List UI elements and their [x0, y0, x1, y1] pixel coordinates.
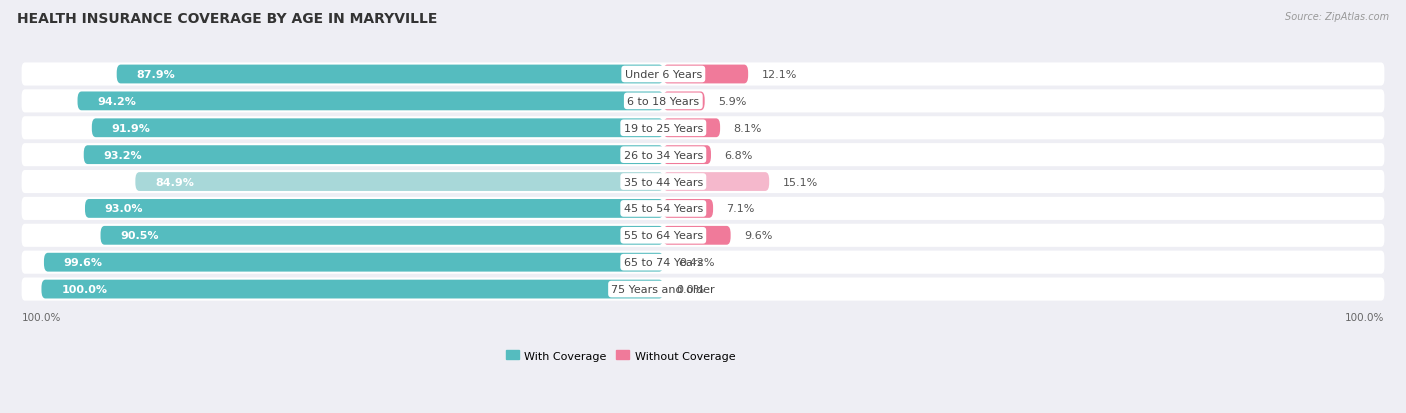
Text: Source: ZipAtlas.com: Source: ZipAtlas.com	[1285, 12, 1389, 22]
FancyBboxPatch shape	[21, 63, 1385, 86]
Text: 93.0%: 93.0%	[105, 204, 143, 214]
FancyBboxPatch shape	[117, 65, 664, 84]
Text: 6.8%: 6.8%	[724, 150, 752, 160]
FancyBboxPatch shape	[664, 199, 713, 218]
FancyBboxPatch shape	[84, 199, 664, 218]
FancyBboxPatch shape	[44, 253, 664, 272]
Legend: With Coverage, Without Coverage: With Coverage, Without Coverage	[501, 346, 740, 365]
Text: 84.9%: 84.9%	[155, 177, 194, 187]
Text: 5.9%: 5.9%	[718, 97, 747, 107]
Text: 7.1%: 7.1%	[727, 204, 755, 214]
Text: 55 to 64 Years: 55 to 64 Years	[624, 231, 703, 241]
FancyBboxPatch shape	[41, 280, 664, 299]
Text: 26 to 34 Years: 26 to 34 Years	[624, 150, 703, 160]
Text: 0.42%: 0.42%	[679, 258, 716, 268]
FancyBboxPatch shape	[664, 119, 720, 138]
Text: 12.1%: 12.1%	[762, 70, 797, 80]
FancyBboxPatch shape	[664, 92, 704, 111]
Text: 100.0%: 100.0%	[62, 285, 107, 294]
Text: 90.5%: 90.5%	[121, 231, 159, 241]
Text: 9.6%: 9.6%	[744, 231, 772, 241]
Text: 91.9%: 91.9%	[111, 123, 150, 133]
FancyBboxPatch shape	[21, 144, 1385, 167]
FancyBboxPatch shape	[664, 226, 731, 245]
Text: 93.2%: 93.2%	[104, 150, 142, 160]
Text: 19 to 25 Years: 19 to 25 Years	[624, 123, 703, 133]
FancyBboxPatch shape	[101, 226, 664, 245]
Text: 6 to 18 Years: 6 to 18 Years	[627, 97, 699, 107]
Text: 99.6%: 99.6%	[63, 258, 103, 268]
Text: 75 Years and older: 75 Years and older	[612, 285, 716, 294]
FancyBboxPatch shape	[77, 92, 664, 111]
Text: 65 to 74 Years: 65 to 74 Years	[624, 258, 703, 268]
FancyBboxPatch shape	[21, 278, 1385, 301]
FancyBboxPatch shape	[21, 251, 1385, 274]
Text: 15.1%: 15.1%	[782, 177, 818, 187]
Text: Under 6 Years: Under 6 Years	[624, 70, 702, 80]
FancyBboxPatch shape	[664, 173, 769, 192]
Text: 35 to 44 Years: 35 to 44 Years	[624, 177, 703, 187]
FancyBboxPatch shape	[664, 146, 711, 165]
Text: 45 to 54 Years: 45 to 54 Years	[624, 204, 703, 214]
Text: 100.0%: 100.0%	[21, 312, 60, 322]
FancyBboxPatch shape	[21, 90, 1385, 113]
Text: 0.0%: 0.0%	[676, 285, 704, 294]
FancyBboxPatch shape	[21, 117, 1385, 140]
Text: 8.1%: 8.1%	[734, 123, 762, 133]
FancyBboxPatch shape	[21, 224, 1385, 247]
Text: 94.2%: 94.2%	[97, 97, 136, 107]
FancyBboxPatch shape	[664, 65, 748, 84]
FancyBboxPatch shape	[21, 171, 1385, 194]
FancyBboxPatch shape	[135, 173, 664, 192]
FancyBboxPatch shape	[21, 197, 1385, 221]
FancyBboxPatch shape	[84, 146, 664, 165]
FancyBboxPatch shape	[91, 119, 664, 138]
Text: HEALTH INSURANCE COVERAGE BY AGE IN MARYVILLE: HEALTH INSURANCE COVERAGE BY AGE IN MARY…	[17, 12, 437, 26]
Text: 100.0%: 100.0%	[1346, 312, 1385, 322]
Text: 87.9%: 87.9%	[136, 70, 176, 80]
